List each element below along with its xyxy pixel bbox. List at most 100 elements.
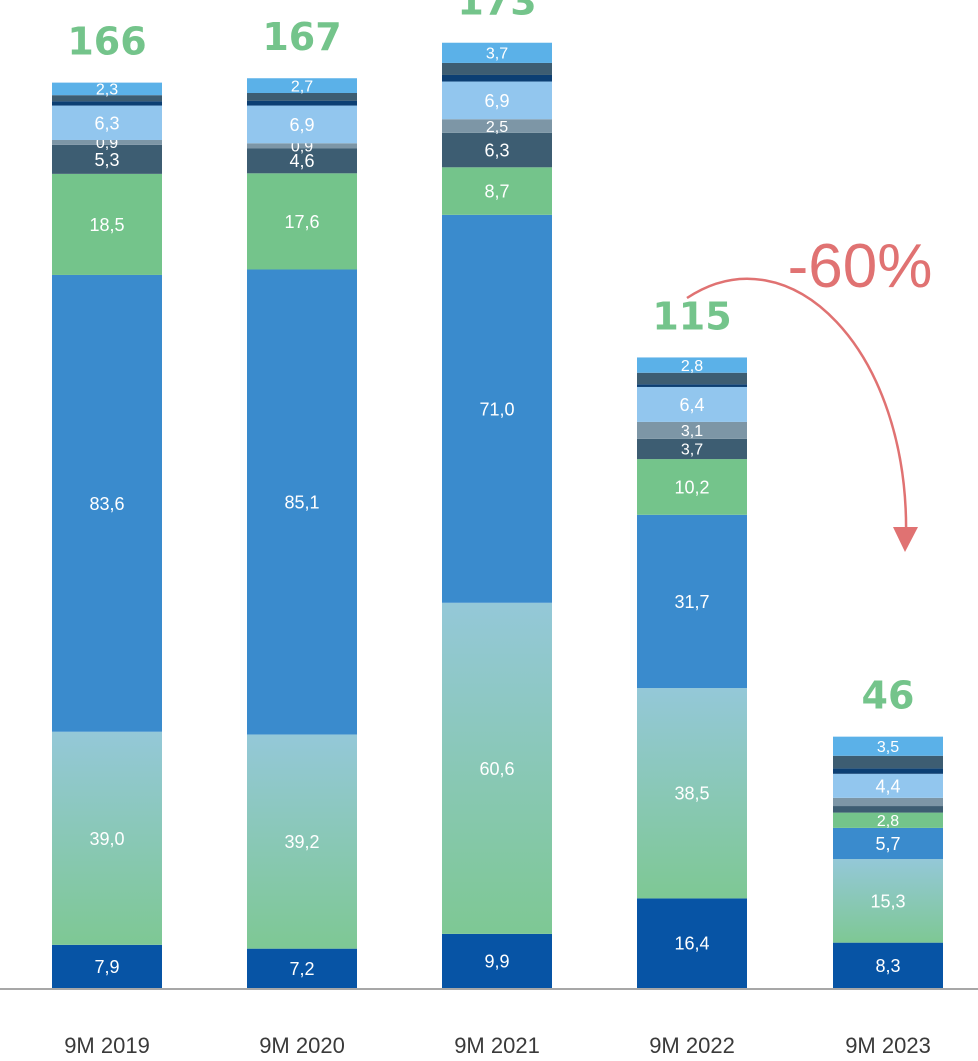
bar-segment [833, 806, 943, 813]
segment-value-label: 5,3 [94, 150, 119, 170]
bar-segment [637, 357, 747, 373]
bar-segment [247, 92, 357, 101]
bar-segment [52, 101, 162, 106]
bar-segment [637, 459, 747, 515]
bar-segment [52, 274, 162, 732]
segment-value-label: 2,8 [877, 813, 899, 830]
bar-segment [833, 797, 943, 807]
segment-value-label: 83,6 [89, 494, 124, 514]
segment-value-label: 38,5 [674, 784, 709, 804]
segment-value-label: 39,2 [284, 832, 319, 852]
bar-segment [833, 827, 943, 860]
segment-value-label: 17,6 [284, 212, 319, 232]
bar-segment [442, 933, 552, 988]
decline-arrowhead [893, 527, 918, 552]
segment-value-label: 60,6 [479, 759, 514, 779]
bar-segment [442, 132, 552, 168]
bar-segment [52, 944, 162, 988]
bar-total-label: 166 [67, 20, 146, 64]
x-axis-labels: 9M 2019 9M 2020 9M 2021 9M 2022 9M 2023 [64, 1033, 931, 1058]
segment-value-label: 71,0 [479, 399, 514, 419]
segment-value-label: 2,8 [681, 358, 703, 375]
segment-value-label: 7,2 [289, 959, 314, 979]
bar-segment [637, 898, 747, 988]
segment-value-label: 4,4 [875, 776, 900, 796]
segment-value-label: 15,3 [870, 891, 905, 911]
segment-value-label: 8,3 [875, 956, 900, 976]
bar-segment [247, 78, 357, 93]
segment-value-label: 6,3 [484, 141, 509, 161]
segment-value-label: 31,7 [674, 592, 709, 612]
segment-value-label: 5,7 [875, 834, 900, 854]
bar-segment [442, 214, 552, 603]
bar-segment [833, 812, 943, 828]
bar-segment [247, 173, 357, 270]
bar-total-label: 46 [862, 674, 915, 718]
bar-segment [833, 942, 943, 988]
bar-segment [52, 144, 162, 174]
bar-segment [247, 148, 357, 174]
bars-group: 7,939,083,618,55,30,96,32,37,239,285,117… [52, 42, 943, 988]
bar-segment [442, 74, 552, 82]
bar-segment [52, 139, 162, 145]
bar-segment [52, 173, 162, 275]
bar-segment [637, 421, 747, 439]
bar-segment [52, 95, 162, 102]
segment-value-label: 39,0 [89, 829, 124, 849]
segment-value-label: 2,3 [96, 82, 118, 99]
segment-value-label: 2,5 [486, 119, 508, 136]
x-axis-tick-label: 9M 2022 [649, 1033, 735, 1058]
segment-value-label: 9,9 [484, 951, 509, 971]
bar-total-label: 115 [652, 294, 731, 338]
decline-arrow [686, 277, 908, 539]
bar-segment [833, 755, 943, 769]
segment-value-label: 18,5 [89, 215, 124, 235]
bar-segment [833, 859, 943, 943]
bar-segment [247, 269, 357, 735]
x-axis-tick-label: 9M 2019 [64, 1033, 150, 1058]
bar-segment [637, 384, 747, 387]
bar-segment [442, 81, 552, 120]
segment-value-label: 4,6 [289, 151, 314, 171]
segment-value-label: 3,7 [486, 46, 508, 63]
bar-segment [442, 167, 552, 215]
bar-segment [637, 386, 747, 422]
bar-segment [442, 602, 552, 934]
segment-value-label: 6,9 [289, 115, 314, 135]
segment-value-label: 3,1 [681, 423, 703, 440]
segment-value-label: 16,4 [674, 934, 709, 954]
bar-segment [247, 105, 357, 144]
bar-segment [637, 372, 747, 385]
bar-segment [247, 100, 357, 106]
x-axis-tick-label: 9M 2023 [845, 1033, 931, 1058]
total-labels: 166 167 173 115 46 [67, 0, 914, 718]
bar-segment [442, 62, 552, 75]
bar-segment [247, 948, 357, 988]
segment-value-label: 10,2 [674, 477, 709, 497]
bar-segment [442, 119, 552, 133]
segment-value-label: 6,9 [484, 91, 509, 111]
bar-segment [52, 731, 162, 945]
segment-value-label: 6,3 [94, 113, 119, 133]
bar-segment [52, 105, 162, 140]
bar-segment [247, 143, 357, 149]
bar-total-label: 173 [457, 0, 536, 24]
segment-value-label: 2,7 [291, 78, 313, 95]
x-axis-tick-label: 9M 2020 [259, 1033, 345, 1058]
bar-segment [833, 736, 943, 756]
decline-annotation: -60% [788, 232, 933, 301]
bar-segment [833, 773, 943, 798]
segment-value-label: 3,5 [877, 739, 899, 756]
segment-value-label: 7,9 [94, 957, 119, 977]
segment-value-label: 85,1 [284, 492, 319, 512]
segment-value-label: 3,7 [681, 442, 703, 459]
bar-segment [637, 514, 747, 689]
bar-segment [637, 688, 747, 899]
bar-total-label: 167 [262, 15, 341, 59]
bar-segment [833, 768, 943, 774]
x-axis-tick-label: 9M 2021 [454, 1033, 540, 1058]
segment-value-label: 6,4 [679, 395, 704, 415]
bar-segment [247, 734, 357, 949]
bar-segment [637, 438, 747, 460]
